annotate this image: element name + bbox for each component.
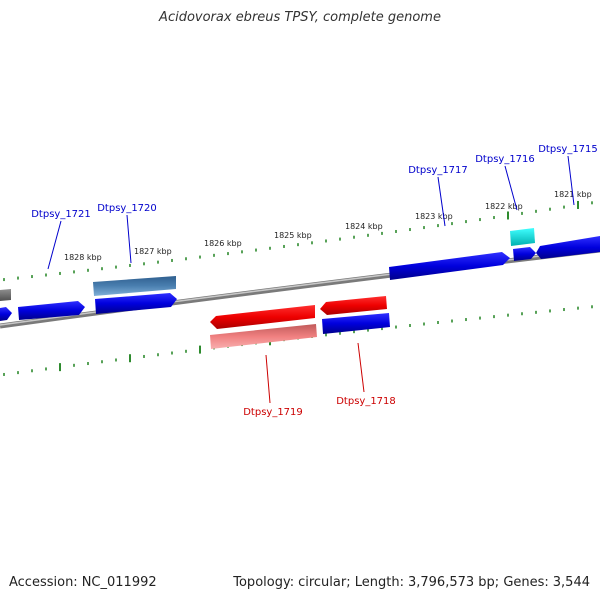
gene-label-dtpsy-1721[interactable]: Dtpsy_1721 <box>31 209 91 220</box>
footer-genome-stats: Topology: circular; Length: 3,796,573 bp; … <box>233 575 590 590</box>
length-label: Length: <box>354 575 404 590</box>
callout-dtpsy-1720 <box>126 214 132 264</box>
gene-label-dtpsy-1719[interactable]: Dtpsy_1719 <box>243 407 303 418</box>
callout-dtpsy-1721 <box>47 220 62 270</box>
callout-dtpsy-1715 <box>567 155 575 206</box>
footer-accession: Accession: NC_011992 <box>9 575 157 590</box>
genome-title: Acidovorax ebreus TPSY, complete genome <box>159 10 441 25</box>
genes-label: Genes: <box>503 575 549 590</box>
gene-arrow-dtpsy-1721[interactable] <box>18 301 85 320</box>
gene-arrow-dtpsy-1716[interactable] <box>510 228 535 246</box>
length-value: 3,796,573 bp <box>407 575 495 590</box>
gene-arrow-dtpsy-1719[interactable] <box>210 305 315 329</box>
kbp-label-1824: 1824 kbp <box>345 222 383 231</box>
kbp-label-1827: 1827 kbp <box>134 247 172 256</box>
scale-ticks-inner <box>3 305 593 376</box>
kbp-label-1825: 1825 kbp <box>274 231 312 240</box>
genes-value: 3,544 <box>552 575 590 590</box>
accession-value: NC_011992 <box>81 575 157 590</box>
gene-arrow-dtpsy-1718[interactable] <box>322 313 390 334</box>
gene-label-dtpsy-1716[interactable]: Dtpsy_1716 <box>475 154 535 165</box>
forward-callouts <box>47 155 575 270</box>
gene-arrow-blue-left-edge[interactable] <box>0 307 12 321</box>
gene-arrow-dtpsy-1715[interactable] <box>536 236 600 259</box>
gene-arrow-dtpsy-1718-red[interactable] <box>320 296 387 315</box>
callout-dtpsy-1718 <box>357 342 365 393</box>
topology-value: circular <box>298 575 347 590</box>
gene-label-dtpsy-1720[interactable]: Dtpsy_1720 <box>97 203 157 214</box>
callout-dtpsy-1717 <box>437 176 446 227</box>
callout-dtpsy-1719 <box>265 354 271 404</box>
kbp-label-1822: 1822 kbp <box>485 202 523 211</box>
gene-label-dtpsy-1718[interactable]: Dtpsy_1718 <box>336 396 396 407</box>
gene-label-dtpsy-1717[interactable]: Dtpsy_1717 <box>408 165 468 176</box>
accession-label: Accession: <box>9 575 78 590</box>
scale-ticks-outer <box>3 200 593 282</box>
reverse-callouts <box>265 342 365 404</box>
gene-arrow-dtpsy-1720[interactable] <box>95 293 177 314</box>
callout-dtpsy-1716 <box>504 165 518 211</box>
gene-arrow-gray[interactable] <box>0 289 11 301</box>
gene-arrow-small-blue[interactable] <box>513 247 536 261</box>
kbp-label-1828: 1828 kbp <box>64 253 102 262</box>
gene-arrow-dtpsy-1720-steel[interactable] <box>93 276 176 296</box>
gene-arrow-dtpsy-1719-pink[interactable] <box>210 324 317 349</box>
kbp-label-1826: 1826 kbp <box>204 239 242 248</box>
gene-arrow-dtpsy-1717[interactable] <box>389 252 510 280</box>
gene-label-dtpsy-1715[interactable]: Dtpsy_1715 <box>538 144 598 155</box>
kbp-label-1823: 1823 kbp <box>415 212 453 221</box>
topology-label: Topology: <box>233 575 295 590</box>
